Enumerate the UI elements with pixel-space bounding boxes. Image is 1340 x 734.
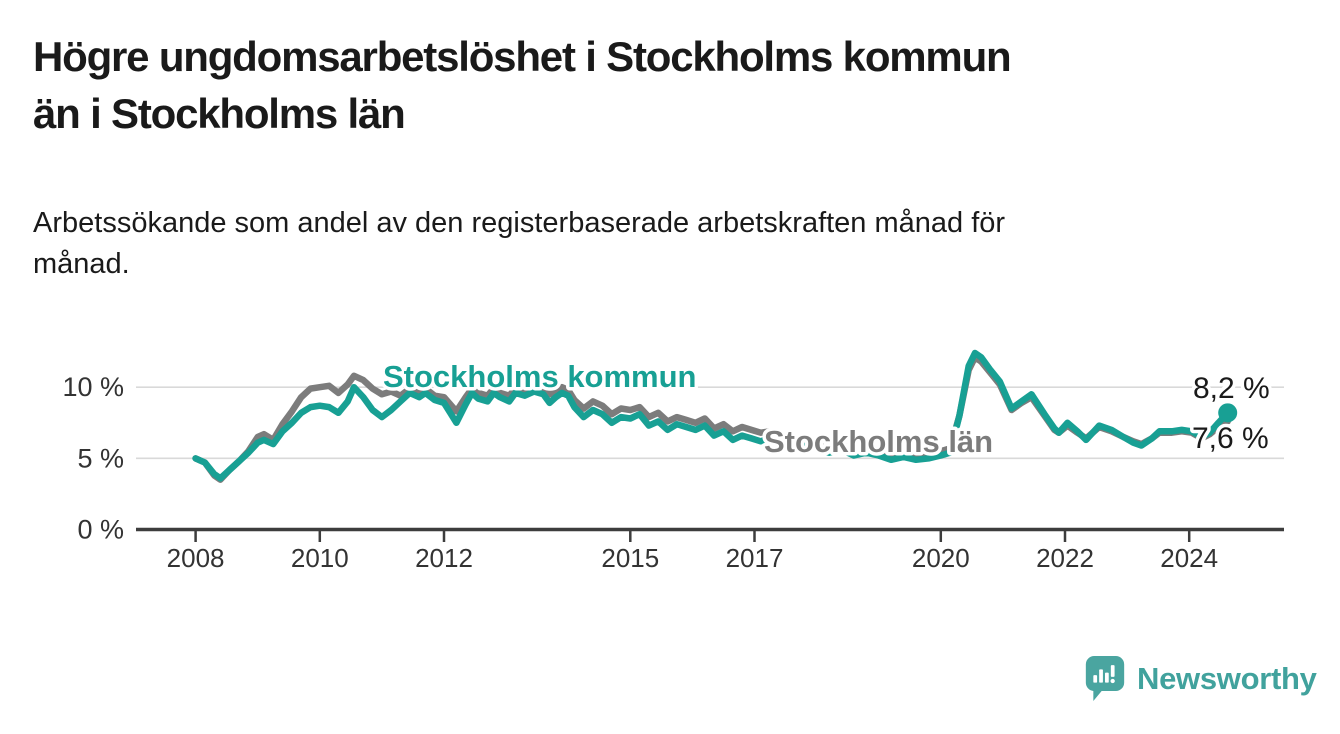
xtick-label: 2015	[601, 543, 659, 573]
xtick-label: 2017	[726, 543, 784, 573]
xtick-label: 2022	[1036, 543, 1094, 573]
ytick-label: 5 %	[77, 443, 124, 473]
brand-name: Newsworthy	[1137, 660, 1317, 696]
end-value-label-stockholms-lan: 7,6 %	[1192, 422, 1269, 455]
xtick-label: 2024	[1160, 543, 1218, 573]
series-label-stockholms-lan: Stockholms län	[764, 424, 993, 459]
page-title-line-1: Högre ungdomsarbetslöshet i Stockholms k…	[33, 33, 1012, 80]
ytick-label: 10 %	[62, 372, 124, 402]
page-subtitle-line-1: Arbetssökande som andel av den registerb…	[33, 207, 1006, 239]
xtick-label: 2012	[415, 543, 473, 573]
xtick-label: 2020	[912, 543, 970, 573]
series-line-stockholms-kommun	[192, 349, 1231, 482]
page-title-line-2: än i Stockholms län	[33, 90, 406, 137]
end-value-label-stockholms-kommun: 8,2 %	[1193, 372, 1270, 405]
newsworthy-pin-barchart-icon	[1085, 656, 1125, 701]
page-subtitle: Arbetssökande som andel av den registerb…	[33, 203, 1005, 285]
xtick-label: 2008	[167, 543, 225, 573]
page-title: Högre ungdomsarbetslöshet i Stockholms k…	[33, 28, 1012, 142]
series-line-stockholms-lan	[192, 354, 1231, 483]
page-subtitle-line-2: månad.	[33, 248, 130, 280]
series-label-stockholms-kommun: Stockholms kommun	[383, 359, 697, 394]
xtick-label: 2010	[291, 543, 349, 573]
newsworthy-logo: Newsworthy	[1085, 655, 1317, 702]
ytick-label: 0 %	[77, 515, 124, 545]
series-end-dot-stockholms-kommun	[1218, 403, 1238, 423]
